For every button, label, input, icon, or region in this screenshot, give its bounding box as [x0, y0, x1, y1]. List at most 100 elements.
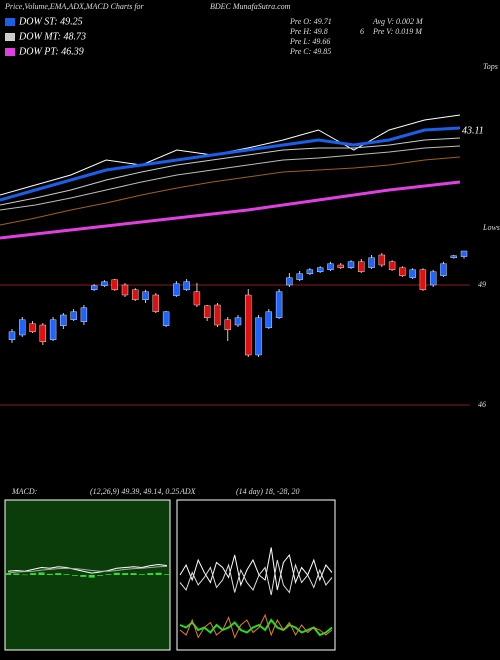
quote-high: Pre H: 49.8 [289, 27, 328, 36]
macd-params: (12,26,9) 49.39, 49.14, 0.25 [90, 487, 179, 496]
candle-body [19, 319, 26, 336]
histogram-bar [46, 573, 53, 575]
histogram-bar [21, 574, 28, 576]
candle-body [111, 279, 118, 290]
avg-volume: Avg V: 0.002 M [372, 17, 424, 26]
series-line [7, 565, 168, 574]
candle-body [358, 261, 365, 272]
legend-label: DOW MT: 48.73 [18, 31, 86, 42]
histogram-bar [63, 574, 70, 575]
legend-swatch [5, 18, 15, 26]
histogram-bar [147, 573, 154, 575]
candle-body [429, 271, 437, 286]
tops-label: Tops [483, 62, 498, 71]
panel-bg [176, 499, 336, 651]
panel-bg [4, 499, 171, 651]
candle-body [399, 267, 406, 276]
quote-close: Pre C: 49.85 [289, 47, 331, 56]
candle-body [39, 324, 47, 342]
histogram-bar [71, 575, 78, 576]
candle-body [142, 291, 149, 300]
series-line [179, 613, 333, 639]
adx-title: ADX [179, 487, 197, 496]
candle-body [234, 317, 242, 326]
candle-body [90, 285, 98, 290]
candle-body [70, 311, 77, 320]
histogram-bar [88, 575, 95, 578]
candle-body [306, 269, 314, 274]
histogram-bar [164, 574, 170, 575]
histogram-bar [122, 573, 129, 575]
histogram-bar [138, 574, 145, 575]
candle-body [450, 255, 457, 259]
candle-body [29, 323, 36, 332]
candle-body [337, 264, 344, 268]
candle-body [152, 294, 160, 312]
legend-swatch [5, 33, 15, 41]
candle-body [193, 291, 201, 306]
series-line [0, 126, 461, 202]
histogram-bar [80, 575, 87, 577]
legend-swatch [5, 48, 15, 56]
candle-body [203, 305, 211, 318]
candle-body [286, 277, 293, 286]
candle-body [327, 263, 334, 270]
series-line [0, 114, 461, 196]
series-line [0, 137, 461, 206]
lows-label: Lows [482, 223, 500, 232]
histogram-bar [30, 573, 37, 575]
histogram-bar [5, 573, 11, 575]
macd-title: MACD: [11, 487, 38, 496]
candle-body [388, 261, 396, 270]
candle-body [162, 311, 170, 326]
price-label: 43.11 [462, 125, 484, 136]
candle-body [419, 269, 427, 290]
adx-params: (14 day) 18, -28, 20 [236, 487, 300, 496]
legend-label: DOW ST: 49.25 [18, 16, 83, 27]
candle-body [214, 304, 221, 326]
candle-body [224, 319, 231, 330]
histogram-bar [55, 573, 62, 575]
y-tick-label: 49 [478, 280, 486, 289]
quote-open: Pre O: 49.71 [289, 17, 332, 26]
candle-body [296, 273, 303, 280]
series-line [0, 180, 461, 240]
page-title: Price,Volume,EMA,ADX,MACD Charts for [4, 2, 145, 11]
candle-body [101, 281, 108, 286]
candle-body [183, 281, 190, 290]
candle-body [316, 267, 324, 272]
histogram-bar [155, 572, 162, 575]
candle-body [245, 294, 252, 356]
candle-body [440, 263, 447, 276]
candle-body [173, 283, 180, 296]
histogram-bar [38, 572, 45, 575]
candle-body [60, 314, 67, 327]
site-name: BDEC MunafaSutra.com [210, 2, 291, 11]
candle-body [49, 319, 57, 340]
candle-body [347, 261, 355, 268]
candle-body [255, 317, 262, 356]
volume-count: 6 [360, 27, 364, 36]
series-line [0, 145, 461, 211]
histogram-bar [13, 573, 20, 575]
candle-body [265, 311, 273, 328]
series-line [179, 618, 333, 637]
y-tick-label: 46 [478, 400, 486, 409]
histogram-bar [105, 574, 112, 575]
histogram-bar [97, 575, 104, 576]
candle-body [368, 257, 375, 268]
histogram-bar [130, 573, 137, 575]
candle-body [80, 307, 88, 322]
series-line [179, 559, 333, 596]
candle-body [460, 250, 468, 257]
series-line [7, 563, 168, 574]
quote-low: Pre L: 49.66 [289, 37, 330, 46]
candle-body [121, 284, 129, 296]
legend-label: DOW PT: 46.39 [18, 46, 84, 57]
series-line [0, 156, 461, 226]
series-line [179, 547, 333, 591]
candle-body [275, 291, 283, 318]
candle-body [132, 289, 139, 300]
